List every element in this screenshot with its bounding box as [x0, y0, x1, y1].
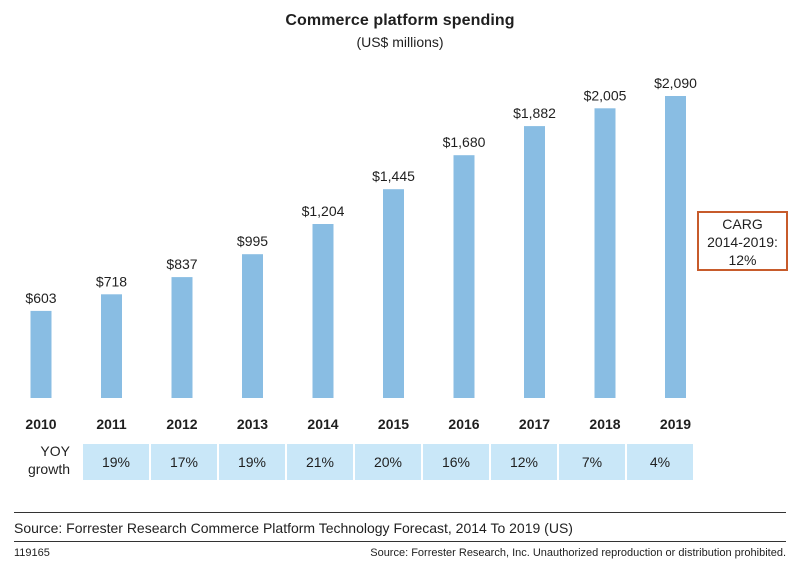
bar-value-label-2014: $1,204 [302, 203, 345, 219]
bar-value-label-2019: $2,090 [654, 75, 697, 91]
bar-value-label-2011: $718 [96, 273, 127, 289]
cagr-annotation-line1: CARG [722, 216, 763, 232]
yoy-growth-cell-2017: 12% [491, 444, 557, 480]
yoy-growth-row: 19% 17% 19% 21% 20% 16% 12% 7% 4% [83, 444, 693, 480]
year-label-2016: 2016 [448, 416, 479, 432]
bar-value-label-2012: $837 [166, 256, 197, 272]
bar-2018 [594, 108, 616, 399]
cagr-annotation-box: CARG 2014-2019: 12% [697, 211, 788, 271]
bar-2012 [171, 277, 193, 398]
source-divider-top [14, 512, 786, 513]
yoy-growth-cell-2015: 20% [355, 444, 421, 480]
year-label-2018: 2018 [589, 416, 620, 432]
yoy-growth-label-line2: growth [27, 461, 70, 477]
bar-value-label-2010: $603 [25, 290, 56, 306]
bar-2016 [453, 155, 475, 398]
cagr-annotation-line2: 2014-2019: [707, 234, 778, 250]
chart-title: Commerce platform spending [285, 12, 515, 29]
yoy-growth-cell-2019: 4% [627, 444, 693, 480]
bar-value-label-2015: $1,445 [372, 168, 415, 184]
yoy-growth-cell-2016: 16% [423, 444, 489, 480]
source-note: Source: Forrester Research Commerce Plat… [14, 520, 573, 536]
yoy-growth-cell-2012: 17% [151, 444, 217, 480]
year-label-2010: 2010 [25, 416, 56, 432]
year-label-2015: 2015 [378, 416, 409, 432]
year-label-2017: 2017 [519, 416, 550, 432]
bar-value-label-2018: $2,005 [584, 87, 627, 103]
chart-subtitle: (US$ millions) [356, 34, 444, 50]
year-label-2019: 2019 [660, 416, 691, 432]
bar-2011 [101, 294, 122, 398]
bar-value-label-2017: $1,882 [513, 105, 556, 121]
cagr-annotation-line3: 12% [728, 252, 757, 268]
yoy-growth-label-line1: YOY [40, 443, 70, 459]
year-label-2013: 2013 [237, 416, 268, 432]
year-label-2011: 2011 [96, 416, 127, 432]
footer-note: Source: Forrester Research, Inc. Unautho… [370, 547, 786, 559]
yoy-growth-label: YOY growth [14, 442, 70, 478]
yoy-growth-cell-2013: 19% [219, 444, 285, 480]
bar-2013 [242, 254, 263, 398]
yoy-growth-cell-2011: 19% [83, 444, 149, 480]
bar-2010 [30, 310, 52, 398]
bar-value-label-2013: $995 [237, 233, 268, 249]
yoy-growth-cell-2014: 21% [287, 444, 353, 480]
footer-id: 119165 [14, 547, 50, 559]
yoy-growth-cell-2018: 7% [559, 444, 625, 480]
year-label-2012: 2012 [166, 416, 197, 432]
bar-2014 [312, 224, 334, 398]
year-label-2014: 2014 [307, 416, 338, 432]
bar-value-label-2016: $1,680 [443, 134, 486, 150]
source-divider-bottom [14, 541, 786, 542]
bar-2017 [524, 126, 545, 398]
bar-2015 [383, 189, 404, 398]
bar-2019 [665, 96, 686, 398]
